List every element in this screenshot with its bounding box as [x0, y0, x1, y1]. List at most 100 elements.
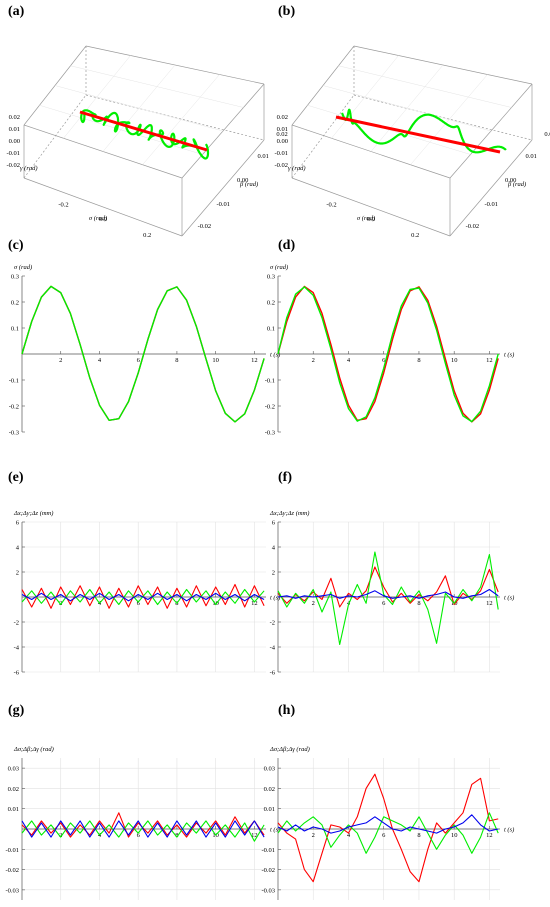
x-tick-label: 0.2: [143, 232, 151, 239]
y-tick-label: -0.02: [466, 223, 480, 230]
y-axis-label: β (rad): [507, 181, 526, 188]
x-tick-label: 6: [382, 832, 386, 839]
x-tick-label: 2: [312, 600, 315, 607]
x-tick-label: 4: [98, 357, 102, 364]
x-tick-label: -0.2: [326, 202, 336, 209]
box-edge: [23, 94, 87, 179]
panel-label-a: (a): [8, 4, 25, 19]
x-tick-label: -0.2: [58, 202, 68, 209]
y-tick-label: 2: [16, 570, 19, 577]
y-tick-label: -0.02: [5, 867, 19, 874]
y-tick-label: -0.02: [261, 867, 275, 874]
x-axis-label: σ (rad): [89, 215, 107, 222]
x-tick-label: 4: [347, 357, 351, 364]
series-line-1: [21, 820, 265, 842]
x-tick-label: 8: [175, 832, 178, 839]
z-tick-label: 0.00: [9, 138, 20, 145]
chart-3d-b: 0.020.010.00-0.01-0.02 γ (rad)-0.20.00.2σ…: [274, 45, 550, 239]
y-tick-label: 6: [272, 520, 276, 527]
y-tick-label: -4: [14, 645, 20, 652]
box-edge: [181, 139, 265, 237]
y-axis-label: σ (rad): [270, 264, 288, 271]
y-tick-label: 0.03: [264, 766, 275, 773]
x-tick-label: 8: [417, 832, 420, 839]
y-tick-label: 0.02: [8, 786, 19, 793]
x-tick-label: 8: [417, 357, 420, 364]
y-axis-label: Δx;Δy;Δz (mm): [269, 510, 309, 517]
panel-label-g: (g): [8, 703, 25, 718]
y-tick-label: -0.3: [265, 430, 275, 437]
grid-line: [70, 65, 244, 108]
x-tick-label: 12: [251, 600, 258, 607]
z-tick-label: 0.02: [9, 114, 20, 121]
x-tick-label: 2: [59, 357, 62, 364]
x-tick-label: 10: [451, 357, 458, 364]
box-edge: [449, 139, 533, 237]
x-tick-label: 6: [382, 600, 386, 607]
x-axis-label: σ (rad): [357, 215, 375, 222]
series-line-2: [21, 592, 265, 602]
series-line-1: [277, 551, 499, 646]
y-axis-label: Δσ;Δβ;Δγ (rad): [269, 746, 310, 753]
y-tick-label: -6: [14, 670, 20, 677]
z-axis-label: γ (rad): [20, 165, 38, 172]
series-line-2: [277, 588, 499, 599]
y-axis-label: Δx;Δy;Δz (mm): [13, 510, 53, 517]
panel-label-h: (h): [278, 703, 296, 718]
y-tick-label: 0.02: [264, 786, 275, 793]
z-tick-label: 0.02: [277, 114, 288, 121]
y-tick-label: -0.1: [265, 378, 275, 385]
x-tick-label: 10: [212, 357, 219, 364]
box-edge: [23, 177, 183, 237]
y-tick-label: -0.3: [9, 430, 19, 437]
trajectory-reference: [335, 115, 501, 154]
y-tick-label: -6: [270, 670, 276, 677]
chart-3d-a: 0.020.010.00-0.01-0.02 γ (rad)-0.20.00.2σ…: [6, 45, 288, 239]
x-tick-label: 12: [486, 357, 493, 364]
y-tick-label: -0.01: [261, 847, 275, 854]
x-tick-label: 2: [312, 832, 315, 839]
z-tick-label: 0.01: [277, 126, 288, 133]
x-axis-label: t (s): [270, 827, 280, 834]
panel-label-f: (f): [278, 470, 292, 485]
y-tick-label: -0.2: [265, 404, 275, 411]
x-tick-label: 2: [59, 832, 62, 839]
grid-line: [338, 65, 512, 108]
series-line-0: [21, 583, 265, 609]
x-tick-label: 12: [486, 600, 493, 607]
grid-line: [410, 74, 488, 165]
x-axis-label: t (s): [504, 827, 514, 834]
y-tick-label: 6: [16, 520, 20, 527]
trajectory-measured: [340, 108, 507, 154]
z-tick-label: -0.01: [6, 150, 20, 157]
x-tick-label: 6: [137, 832, 141, 839]
x-tick-label: 12: [486, 832, 493, 839]
y-tick-label: -0.1: [9, 378, 19, 385]
y-tick-label: 0.03: [8, 766, 19, 773]
y-tick-label: -4: [270, 645, 276, 652]
grid-line: [54, 85, 224, 132]
y-tick-label: 0.2: [11, 300, 19, 307]
z-tick-label: -0.02: [274, 162, 288, 169]
series-line-2: [21, 820, 265, 838]
y-tick-label: 4: [272, 545, 276, 552]
y-axis-label: β (rad): [239, 181, 258, 188]
y-tick-label: 0.3: [11, 274, 19, 281]
chart-d: -0.3 -0.2 -0.1 0.1 0.2 0.3 2 4 6 8 10 12 σ (rad) t (s…: [265, 264, 515, 437]
y-tick-label: -0.2: [9, 404, 19, 411]
x-tick-label: 0.0: [99, 216, 107, 223]
y-tick-label: 0.3: [267, 274, 275, 281]
y-tick-label: -0.02: [198, 223, 212, 230]
y-tick-label: 0.1: [11, 326, 19, 333]
x-tick-label: 12: [251, 357, 258, 364]
x-axis-label: t (s): [504, 595, 514, 602]
grid-line: [142, 74, 220, 165]
z-axis-label: γ (rad): [288, 165, 306, 172]
y-tick-label: 0.01: [264, 806, 275, 813]
x-tick-label: 0.0: [367, 216, 375, 223]
z-tick-label: -0.02: [6, 162, 20, 169]
z-tick-label: 0.00: [277, 138, 288, 145]
